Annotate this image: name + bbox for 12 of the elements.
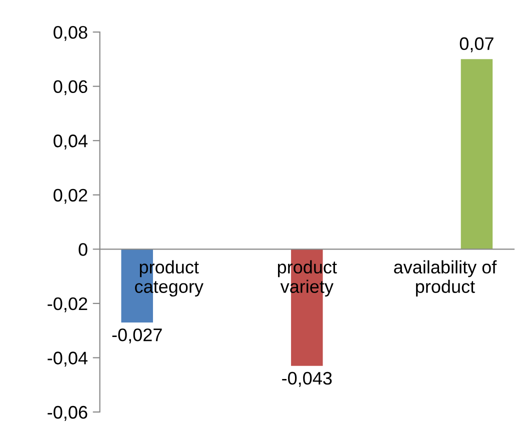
y-tick-label: 0,08 [54,26,88,41]
data-label: -0,043 [282,372,332,387]
y-tick-label: 0,06 [54,80,88,96]
data-label: 0,07 [460,37,494,52]
y-tick-label: 0,02 [54,188,88,204]
y-tick-label: -0,06 [48,406,88,421]
y-tick-label: 0,04 [54,134,88,150]
data-label: -0,027 [112,328,162,344]
y-tick-label: -0,02 [48,297,88,312]
y-tick-label: -0,04 [48,352,88,367]
x-tick-label: availability of product [394,260,497,297]
y-tick-label: 0 [78,243,88,256]
